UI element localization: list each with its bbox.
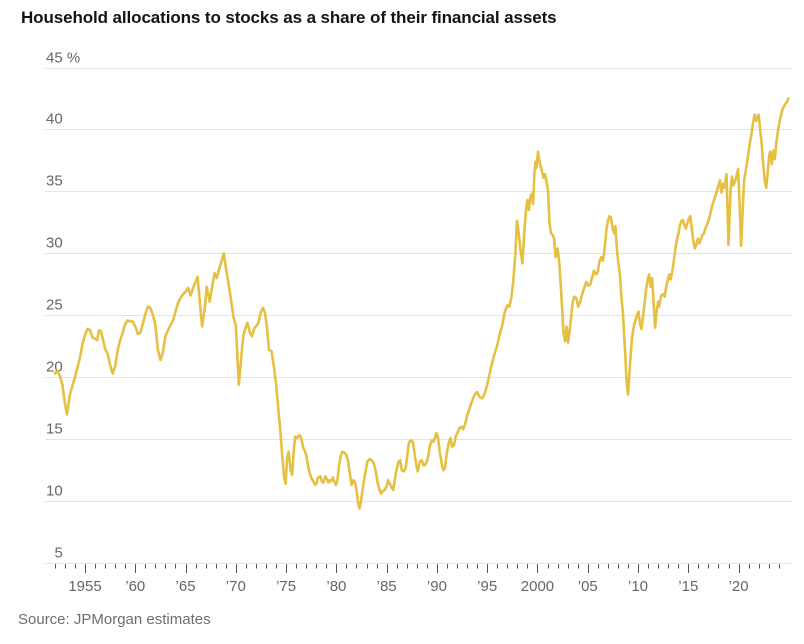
source-note: Source: JPMorgan estimates	[18, 611, 211, 628]
x-axis-tick-label: 1955	[68, 578, 101, 595]
x-axis-tick-label: ’70	[226, 578, 246, 595]
x-axis-tick-label: ’75	[276, 578, 296, 595]
x-axis-tick-label: ’10	[628, 578, 648, 595]
y-axis-tick-label: 25	[46, 297, 63, 314]
line-chart-plot-area: 45 %4035302520151051955’60’65’70’75’80’8…	[45, 50, 792, 595]
x-axis-tick-label: ’80	[326, 578, 346, 595]
x-axis-tick-label: ’85	[377, 578, 397, 595]
x-axis-tick-label: 2000	[521, 578, 554, 595]
x-axis-tick-label: ’95	[477, 578, 497, 595]
chart-title: Household allocations to stocks as a sha…	[21, 8, 557, 27]
x-axis-tick-label: ’65	[176, 578, 196, 595]
y-axis-tick-label: 10	[46, 483, 63, 500]
y-axis-tick-label: 45 %	[46, 50, 80, 67]
y-axis-tick-label: 40	[46, 111, 63, 128]
x-axis-tick-label: ’20	[729, 578, 749, 595]
y-axis-tick-label: 35	[46, 173, 63, 190]
allocation-series-line	[53, 97, 790, 510]
x-axis-tick-label: ’60	[125, 578, 145, 595]
y-axis-tick-label: 5	[55, 545, 63, 562]
y-axis-tick-label: 15	[46, 421, 63, 438]
x-axis-tick-label: ’05	[578, 578, 598, 595]
x-axis-tick-label: ’90	[427, 578, 447, 595]
y-axis-tick-label: 30	[46, 235, 63, 252]
x-axis-tick-label: ’15	[678, 578, 698, 595]
